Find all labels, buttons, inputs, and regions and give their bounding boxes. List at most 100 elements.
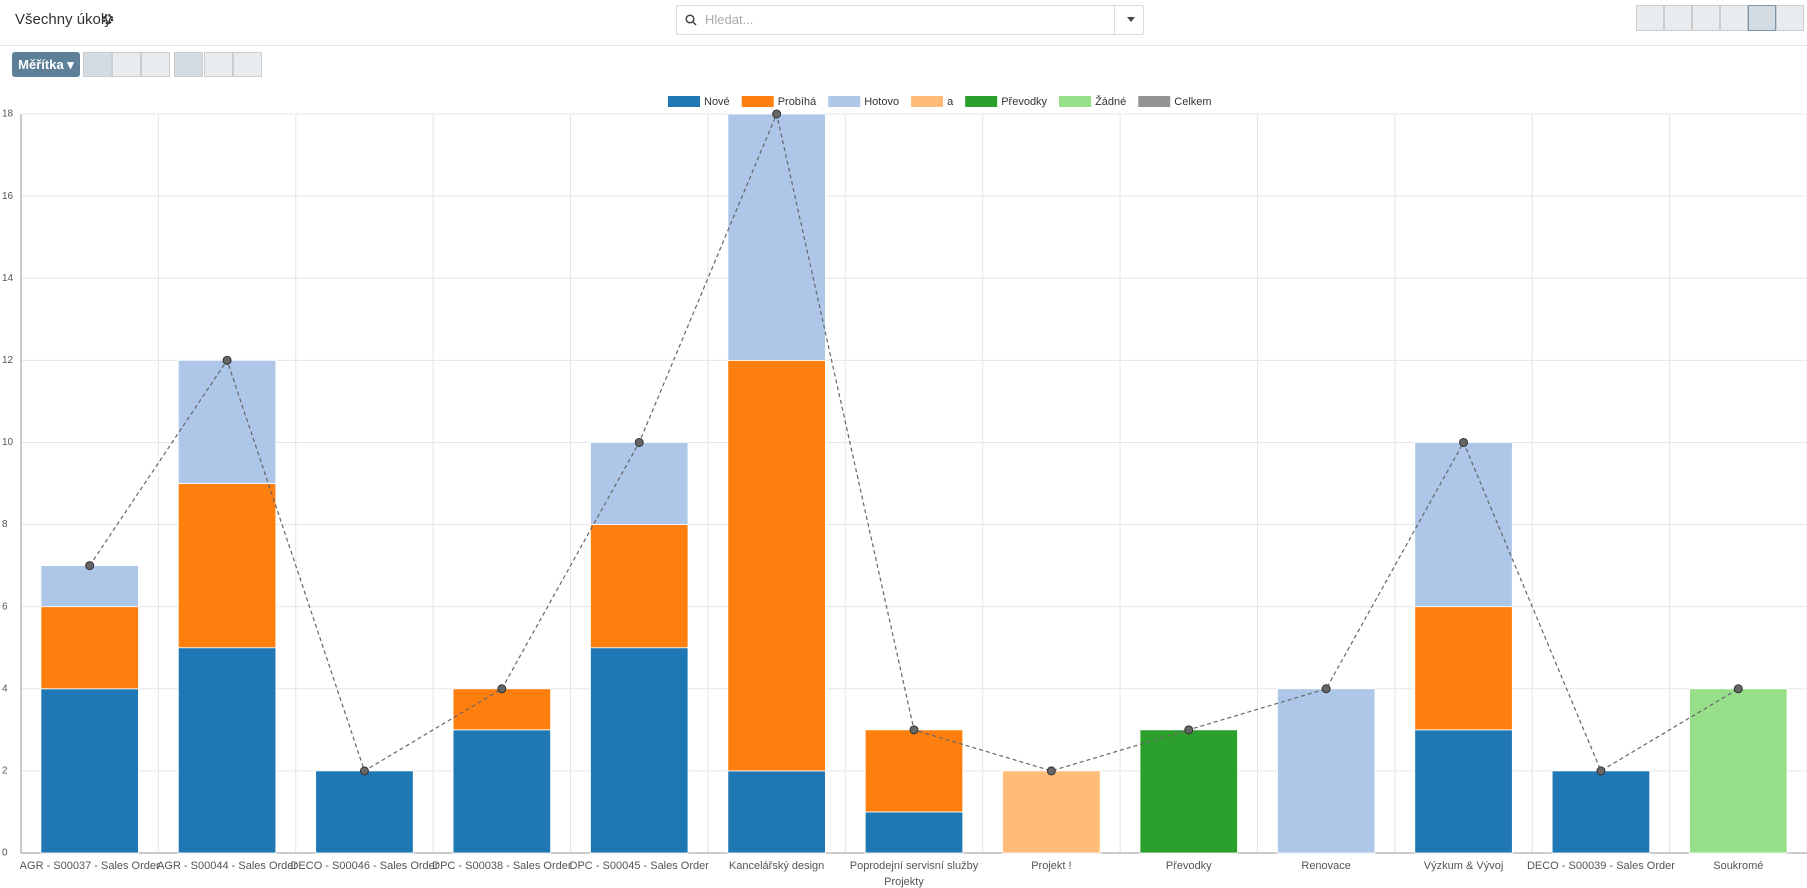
pivot-view-button[interactable]	[1720, 5, 1748, 31]
bar-segment	[40, 606, 139, 690]
x-tick-label: Kancelářský design	[729, 860, 824, 872]
total-point	[1184, 725, 1194, 735]
page-title: Všechny úkoly	[15, 11, 112, 28]
bar-segment	[452, 729, 552, 854]
total-point	[222, 355, 232, 365]
y-tick-label: 6	[2, 601, 8, 612]
legend-swatch	[965, 96, 998, 107]
total-point	[1046, 766, 1056, 776]
bar-segment	[1551, 770, 1651, 854]
total-point	[634, 437, 644, 447]
legend-label: Nové	[704, 96, 730, 108]
bar-segment	[727, 770, 826, 854]
bar-segment	[1276, 688, 1376, 854]
y-tick-label: 18	[2, 109, 14, 120]
stacked-button[interactable]	[174, 52, 203, 77]
total-point	[909, 725, 919, 735]
activity-view-button[interactable]	[1776, 5, 1804, 31]
total-point	[1459, 437, 1469, 447]
y-tick-label: 14	[2, 273, 14, 284]
legend-swatch	[741, 96, 774, 107]
y-tick-label: 2	[2, 766, 8, 777]
x-axis-title: Projekty	[884, 876, 924, 888]
x-tick-label: DPC - S00045 - Sales Order	[570, 860, 710, 872]
bar-segment	[590, 442, 689, 525]
bar-segment	[1414, 729, 1513, 854]
x-tick-label: DECO - S00039 - Sales Order	[1527, 860, 1675, 872]
bar-segment	[1139, 729, 1238, 854]
x-tick-label: Výzkum & Vývoj	[1424, 860, 1503, 872]
y-tick-label: 0	[2, 848, 8, 859]
bar-segment	[40, 565, 139, 608]
legend-label: Žádné	[1095, 95, 1126, 108]
x-tick-label: Převodky	[1166, 860, 1212, 872]
legend-swatch	[1138, 96, 1171, 107]
total-point	[1321, 684, 1331, 694]
bar-segment	[452, 688, 552, 731]
bar-segment	[177, 647, 277, 854]
x-tick-label: Poprodejní servisní služby	[850, 860, 979, 872]
total-point	[1596, 766, 1606, 776]
bar-segment	[864, 729, 964, 813]
settings-icon[interactable]	[102, 13, 114, 25]
legend-swatch	[668, 96, 700, 107]
legend-label: Hotovo	[864, 96, 899, 108]
x-tick-label: Renovace	[1301, 860, 1351, 872]
y-tick-label: 4	[2, 683, 8, 694]
total-point	[85, 561, 95, 571]
measures-button[interactable]: Měřítka ▾	[12, 52, 80, 77]
search-placeholder: Hledat...	[705, 12, 754, 27]
legend-label: Celkem	[1174, 96, 1211, 108]
bar-segment	[727, 113, 826, 361]
bar-segment	[40, 688, 139, 854]
legend-swatch	[911, 96, 944, 107]
header: Všechny úkoly Hledat...	[0, 0, 1807, 46]
bar-segment	[864, 811, 964, 854]
y-tick-label: 8	[2, 519, 8, 530]
legend-swatch	[1059, 96, 1092, 107]
dropdown-icon[interactable]	[1127, 17, 1135, 23]
x-tick-label: AGR - S00037 - Sales Order	[20, 860, 160, 872]
line-chart-button[interactable]	[112, 52, 141, 77]
bar-segment	[727, 359, 826, 772]
pie-chart-button[interactable]	[141, 52, 170, 77]
y-tick-label: 16	[2, 191, 14, 202]
measures-label: Měřítka	[18, 57, 64, 72]
legend-swatch	[828, 96, 861, 107]
bar-chart-button[interactable]	[83, 52, 112, 77]
bar-segment	[590, 524, 689, 649]
legend-label: a	[947, 96, 954, 108]
total-point	[359, 766, 369, 776]
kanban-view-button[interactable]	[1664, 5, 1692, 31]
bar-segment	[315, 770, 414, 854]
bar-segment	[590, 647, 689, 854]
bar-segment	[1689, 688, 1788, 854]
calendar-view-button[interactable]	[1692, 5, 1720, 31]
divider	[1114, 6, 1115, 34]
y-tick-label: 12	[2, 355, 14, 366]
list-view-button[interactable]	[1636, 5, 1664, 31]
x-tick-label: Soukromé	[1713, 860, 1763, 872]
bar-segment	[177, 483, 277, 649]
x-tick-label: DPC - S00038 - Sales Order	[432, 860, 572, 872]
legend-label: Převodky	[1001, 96, 1047, 108]
legend-label: Probíhá	[778, 96, 817, 108]
bar-segment	[1002, 770, 1101, 854]
total-point	[1733, 684, 1743, 694]
bar-segment	[1414, 442, 1513, 608]
graph-view-button[interactable]	[1748, 5, 1776, 31]
x-tick-label: Projekt !	[1031, 860, 1071, 872]
sort-desc-button[interactable]	[204, 52, 233, 77]
sort-asc-button[interactable]	[233, 52, 262, 77]
bar-segment	[1414, 606, 1513, 731]
total-point	[497, 684, 507, 694]
total-point	[772, 109, 782, 119]
x-tick-label: AGR - S00044 - Sales Order	[157, 860, 297, 872]
search-icon	[685, 14, 697, 26]
y-tick-label: 10	[2, 437, 14, 448]
x-tick-label: DECO - S00046 - Sales Order	[290, 860, 438, 872]
search-box[interactable]: Hledat...	[676, 5, 1144, 35]
bar-segment	[177, 359, 277, 484]
